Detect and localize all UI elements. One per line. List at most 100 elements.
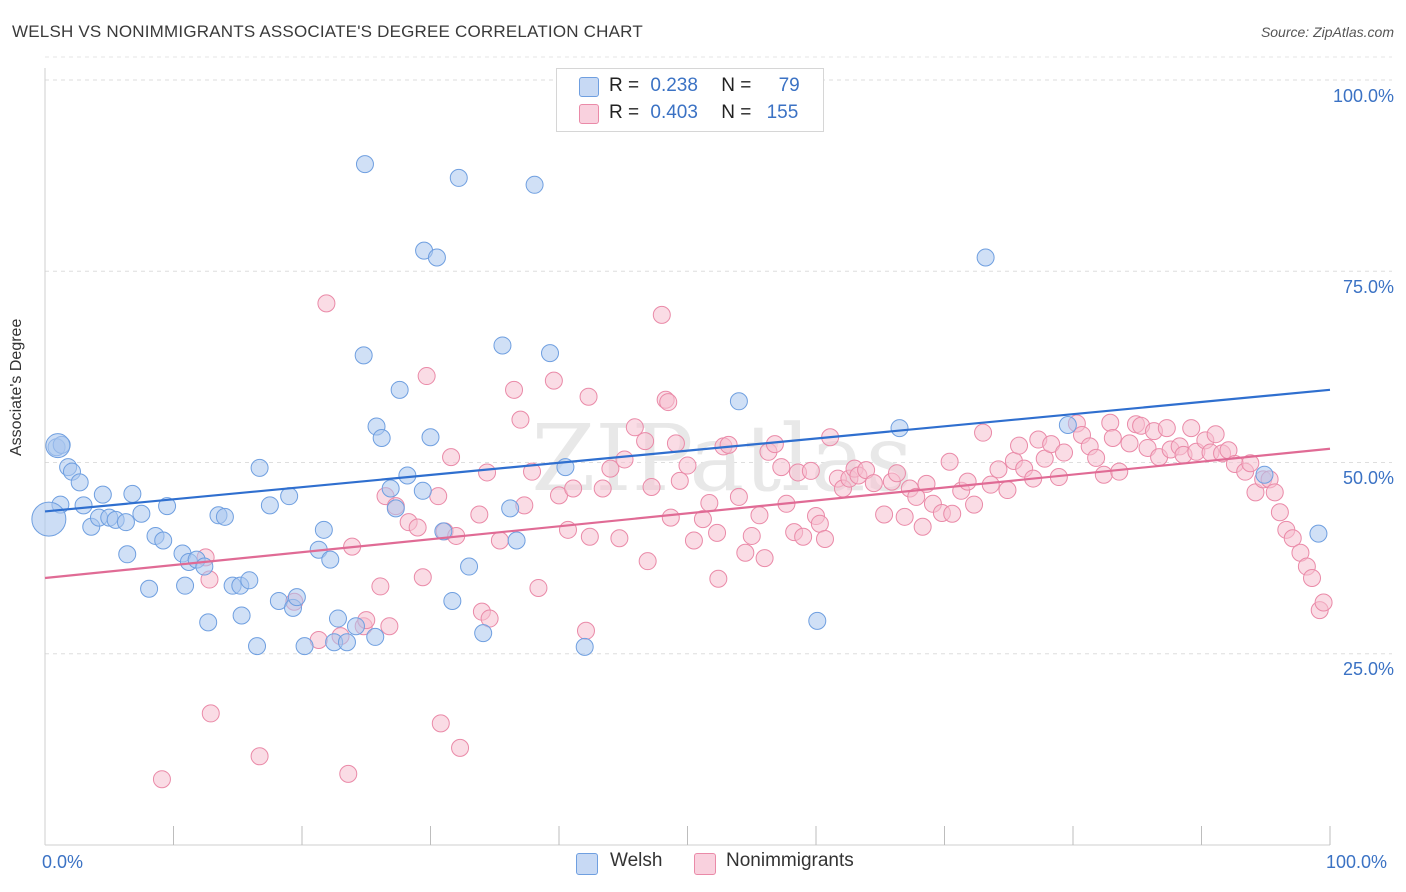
nonimmigrants-point — [593, 479, 612, 498]
welsh-point — [381, 479, 400, 498]
welsh-point — [314, 520, 333, 539]
welsh-point — [434, 522, 453, 541]
r-label: R = — [609, 75, 640, 96]
welsh-point — [132, 504, 151, 523]
nonimmigrants-point — [1010, 436, 1029, 455]
nonimmigrants-point — [794, 527, 813, 546]
welsh-point — [390, 380, 409, 399]
nonimmigrants-point — [201, 704, 220, 723]
nonimmigrants-point — [451, 738, 470, 757]
nonimmigrants-point — [380, 617, 399, 636]
welsh-point — [372, 429, 391, 448]
nonimmigrants-point — [736, 543, 755, 562]
welsh-point — [575, 637, 594, 656]
nonimmigrants-point — [742, 526, 761, 545]
welsh-point — [240, 571, 259, 590]
nonimmigrants-point — [755, 549, 774, 568]
welsh-point — [1255, 465, 1274, 484]
nonimmigrants-point — [981, 475, 1000, 494]
nonimmigrants-point — [1270, 503, 1289, 522]
nonimmigrants-point — [652, 305, 671, 324]
welsh-point — [31, 501, 67, 537]
nonimmigrants-point — [625, 418, 644, 437]
nonimmigrants-point — [1157, 419, 1176, 438]
welsh-point — [729, 392, 748, 411]
welsh-point — [116, 513, 135, 532]
welsh-point — [248, 637, 267, 656]
r-value: 0.238 — [650, 75, 698, 96]
nonimmigrants-point — [1241, 454, 1260, 473]
welsh-point — [199, 613, 218, 632]
nonimmigrants-point — [719, 435, 738, 454]
nonimmigrants-point — [700, 494, 719, 513]
nonimmigrants-point — [940, 452, 959, 471]
nonimmigrants-point — [478, 463, 497, 482]
nonimmigrants-point — [1094, 465, 1113, 484]
welsh-point — [280, 487, 299, 506]
welsh-point — [449, 168, 468, 187]
nonimmigrants-point — [1042, 435, 1061, 454]
welsh-point — [413, 481, 432, 500]
nonimmigrants-point — [470, 505, 489, 524]
chart-title: WELSH VS NONIMMIGRANTS ASSOCIATE'S DEGRE… — [12, 22, 643, 41]
welsh-trendline — [44, 388, 1331, 513]
nonimmigrants-point — [529, 578, 548, 597]
welsh-point — [1058, 416, 1077, 435]
welsh-point — [346, 617, 365, 636]
welsh-point — [45, 433, 71, 459]
nonimmigrants-point — [601, 459, 620, 478]
nonimmigrants-point — [765, 435, 784, 454]
welsh-point — [541, 344, 560, 363]
nonimmigrants-point — [815, 530, 834, 548]
welsh-point — [460, 557, 479, 576]
nonimmigrants-point — [511, 410, 530, 429]
nonimmigrants-point — [661, 508, 680, 527]
nonimmigrants-swatch — [579, 104, 599, 124]
r-value: 0.403 — [650, 102, 698, 123]
welsh-point — [140, 579, 159, 598]
nonimmigrants-point — [429, 487, 448, 506]
welsh-point — [976, 248, 995, 267]
welsh-point — [158, 497, 177, 516]
nonimmigrants-point — [638, 552, 657, 571]
nonimmigrants-point — [505, 380, 524, 399]
nonimmigrants-point — [579, 387, 598, 406]
y-axis-label: Associate's Degree — [8, 318, 25, 456]
nonimmigrants-point — [772, 458, 791, 477]
welsh-point — [123, 484, 142, 503]
nonimmigrants-point — [989, 460, 1008, 479]
x-tick-label: 100.0% — [1326, 852, 1388, 872]
nonimmigrants-point — [1283, 529, 1302, 548]
n-label: N = — [721, 75, 752, 96]
nonimmigrants-point — [810, 514, 829, 533]
nonimmigrants-point — [974, 423, 993, 442]
nonimmigrants-point — [666, 434, 685, 453]
welsh-swatch — [576, 853, 598, 875]
welsh-point — [890, 419, 909, 438]
welsh-point — [250, 458, 269, 477]
nonimmigrants-point — [907, 487, 926, 506]
nonimmigrants-point — [1182, 419, 1201, 438]
welsh-point — [328, 609, 347, 628]
welsh-point — [386, 499, 405, 518]
nonimmigrants-point — [317, 294, 336, 313]
welsh-point — [525, 175, 544, 194]
nonimmigrants-point — [576, 621, 595, 640]
nonimmigrants-point — [417, 367, 436, 386]
nonimmigrants-point — [1265, 483, 1284, 502]
welsh-point — [474, 624, 493, 643]
nonimmigrants-point — [610, 529, 629, 548]
nonimmigrants-point — [371, 577, 390, 596]
y-tick-label: 75.0% — [1342, 277, 1394, 297]
r-label: R = — [609, 102, 640, 123]
y-tick-label: 100.0% — [1332, 86, 1394, 106]
nonimmigrants-point — [958, 472, 977, 491]
nonimmigrants-point — [1314, 593, 1333, 612]
n-value: 155 — [766, 102, 799, 123]
nonimmigrants-point — [864, 474, 883, 493]
nonimmigrants-swatch — [694, 853, 716, 875]
nonimmigrants-point — [750, 506, 769, 525]
welsh-point — [295, 637, 314, 656]
n-label: N = — [721, 102, 752, 123]
